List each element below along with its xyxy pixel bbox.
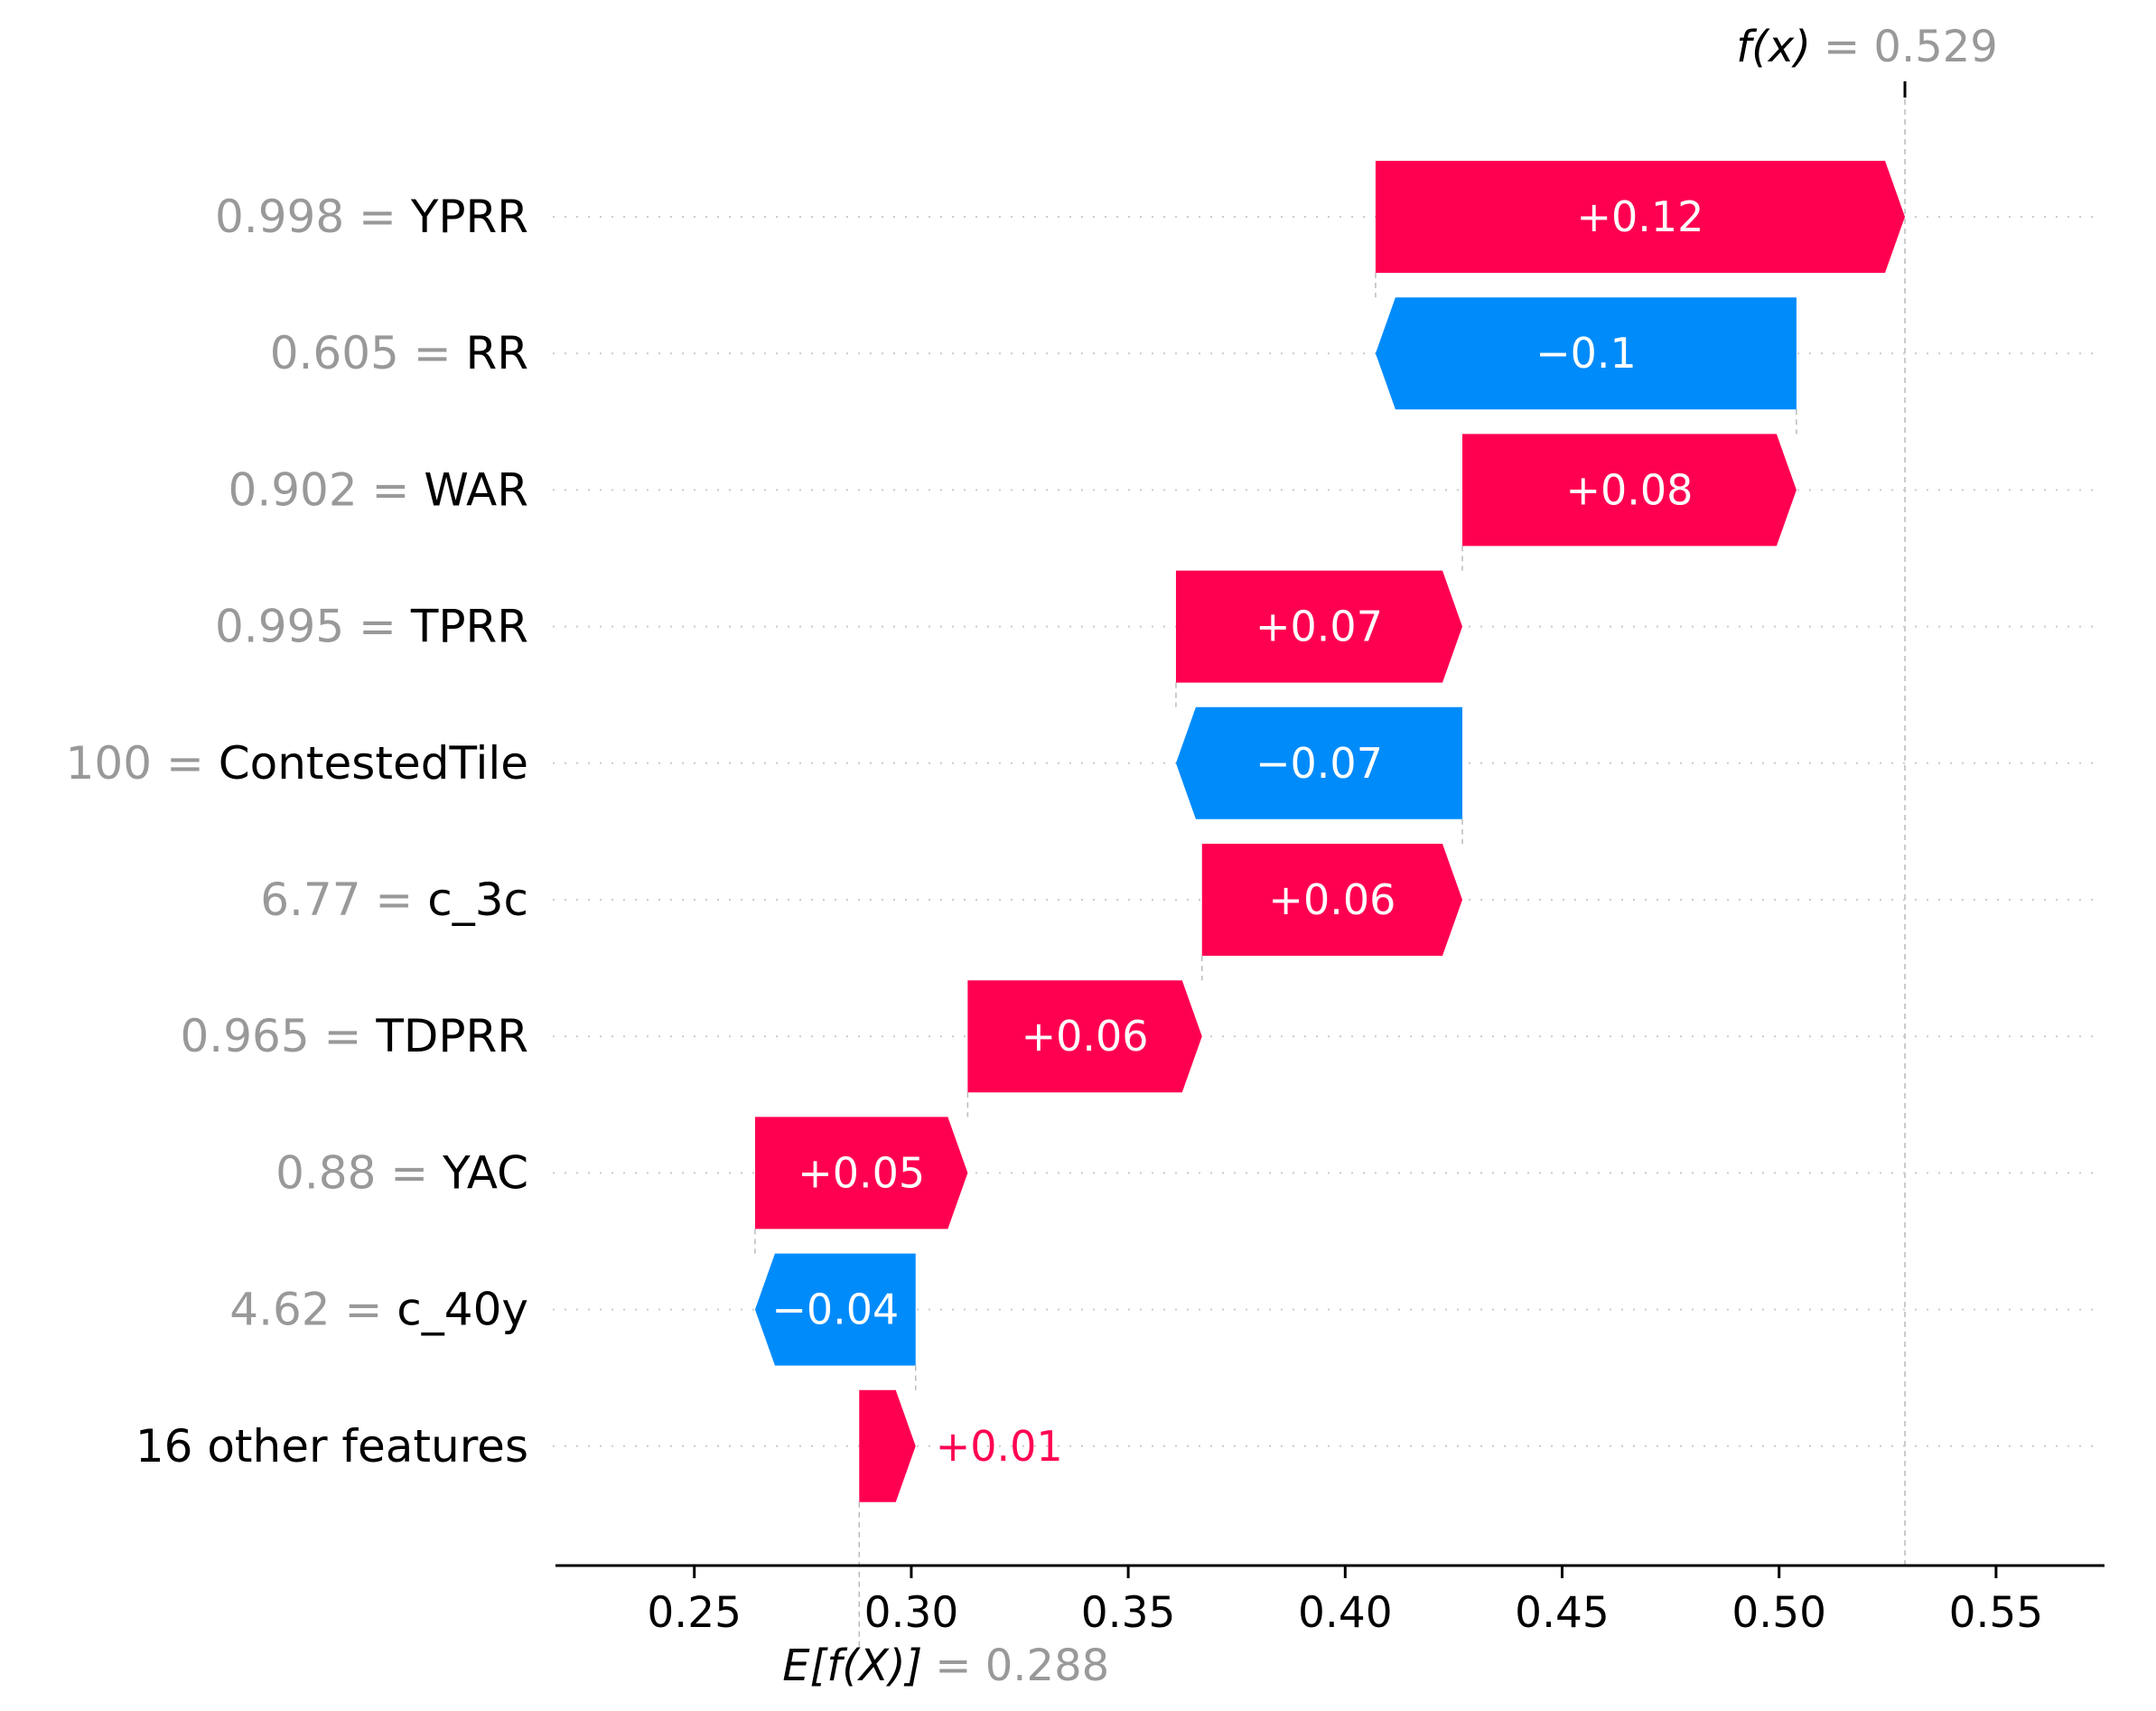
feature-name: YPRR [410, 191, 528, 243]
feature-value: 4.62 [229, 1284, 330, 1336]
contribution-bar [1201, 844, 1463, 956]
feature-value: 100 [66, 737, 152, 790]
feature-label: 0.88 = YAC [275, 1146, 528, 1199]
x-tick-label: 0.40 [1298, 1588, 1393, 1638]
feature-label: 0.995 = TPRR [215, 601, 528, 653]
feature-label: 16 other features [135, 1420, 528, 1473]
base-label: E[f(X)] [782, 1641, 922, 1691]
feature-value: 0.998 [215, 191, 344, 243]
equals-sign: = [152, 737, 219, 790]
feature-label: 0.605 = RR [270, 327, 528, 379]
feature-name: RR [466, 327, 528, 379]
feature-value: 0.605 [270, 327, 399, 379]
feature-value: 0.995 [215, 601, 344, 653]
contribution-bar [1375, 297, 1797, 410]
feature-name: WAR [424, 463, 528, 516]
feature-value: 6.77 [260, 874, 360, 926]
equals-sign: = [344, 601, 411, 653]
contribution-bar [967, 980, 1202, 1093]
x-tick-label: 0.55 [1949, 1588, 2044, 1638]
bar-value-label: +0.12 [1576, 192, 1703, 241]
base-value: = 0.288 [935, 1641, 1109, 1691]
bar-value-label: +0.06 [1268, 875, 1395, 924]
x-tick-label: 0.35 [1081, 1588, 1176, 1638]
bar-value-label: +0.07 [1255, 603, 1383, 651]
contribution-bar [859, 1389, 916, 1502]
x-axis: 0.25 0.30 0.35 0.40 0.45 0.50 0.55 [555, 1564, 2105, 1638]
feature-name: TPRR [410, 601, 528, 653]
contribution-bar [754, 1117, 968, 1229]
feature-label: 4.62 = c_40y [229, 1284, 528, 1336]
bar-value-label: +0.06 [1022, 1012, 1149, 1061]
bar-value-label: +0.08 [1565, 465, 1693, 514]
bar-value-label: −0.04 [771, 1286, 899, 1334]
equals-sign: = [344, 191, 411, 243]
feature-label: 0.965 = TDPRR [180, 1010, 528, 1062]
contribution-bar [1175, 706, 1463, 819]
feature-name: TDPRR [375, 1010, 528, 1062]
x-tick-label: 0.50 [1731, 1588, 1826, 1638]
feature-value: 0.902 [229, 463, 358, 516]
equals-sign: = [361, 874, 428, 926]
feature-label: 6.77 = c_3c [260, 874, 528, 926]
feature-label: 100 = ContestedTile [66, 737, 528, 790]
x-tick-label: 0.25 [647, 1588, 742, 1638]
base-value-annotation: E[f(X)] = 0.288 [782, 1641, 1109, 1691]
feature-value: 0.965 [180, 1010, 309, 1062]
feature-name: ContestedTile [219, 737, 528, 790]
bar-value-label: −0.1 [1535, 329, 1637, 378]
equals-sign: = [310, 1010, 377, 1062]
contribution-bar [754, 1253, 916, 1366]
feature-label: 0.902 = WAR [229, 463, 528, 516]
bar-value-label: +0.01 [936, 1422, 1063, 1471]
equals-sign: = [376, 1146, 443, 1199]
output-label: f(x) [1736, 22, 1811, 72]
output-value-annotation: f(x) = 0.529 [1736, 22, 1998, 72]
equals-sign: = [399, 327, 466, 379]
output-value: = 0.529 [1824, 22, 1998, 72]
annotations: f(x) = 0.529 E[f(X)] = 0.288 [782, 22, 1998, 1691]
feature-label: 0.998 = YPRR [215, 191, 528, 243]
x-tick-label: 0.30 [864, 1588, 959, 1638]
contribution-bars: +0.12 −0.1 +0.08 +0.07 −0.07 +0.06 +0.06 +0.05 −… [754, 161, 1906, 1502]
feature-name: 16 other features [135, 1420, 528, 1473]
feature-name: YAC [442, 1146, 528, 1199]
equals-sign: = [331, 1284, 397, 1336]
feature-value: 0.88 [275, 1146, 376, 1199]
feature-name: c_3c [427, 874, 528, 926]
x-tick-label: 0.45 [1515, 1588, 1610, 1638]
equals-sign: = [358, 463, 425, 516]
feature-rows: 0.998 = YPRR 0.605 = RR 0.902 = WAR 0.995 =… [66, 191, 2100, 1473]
contribution-bar [1375, 161, 1906, 273]
contribution-bar [1175, 570, 1463, 683]
bar-value-label: −0.07 [1255, 739, 1383, 788]
bar-value-label: +0.05 [798, 1148, 925, 1197]
contribution-bar [1462, 434, 1797, 547]
guide-lines [754, 81, 1907, 1647]
feature-name: c_40y [397, 1284, 528, 1336]
